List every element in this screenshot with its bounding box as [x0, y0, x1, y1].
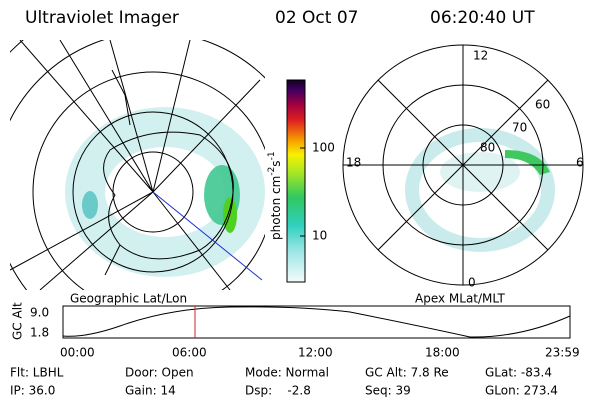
geographic-map	[10, 40, 265, 290]
mlt-label: 0	[468, 276, 476, 290]
mlt-label: 18	[346, 156, 361, 170]
date: 02 Oct 07	[275, 8, 358, 28]
info-field: Gain: 14	[125, 384, 176, 398]
colorbar-label: photon cm-2s-1	[267, 151, 283, 240]
colorbar-tick: 10	[312, 229, 327, 243]
right-label: Apex MLat/MLT	[415, 292, 505, 306]
info-field: Seq: 39	[365, 384, 411, 398]
info-field: IP: 36.0	[10, 384, 55, 398]
left-label: Geographic Lat/Lon	[70, 292, 187, 306]
timeline-ytick: 9.0	[30, 306, 49, 320]
timeline-xtick: 06:00	[172, 346, 207, 360]
info-field: GC Alt: 7.8 Re	[365, 366, 449, 380]
info-field: Door: Open	[125, 366, 194, 380]
timeline-xtick: 00:00	[60, 346, 95, 360]
lat-label: 80	[480, 141, 495, 155]
timeline-ytick: 1.8	[30, 326, 49, 340]
lat-label: 60	[535, 98, 550, 112]
info-field: Flt: LBHL	[10, 366, 64, 380]
timeline-xtick: 12:00	[298, 346, 333, 360]
info-field: GLon: 273.4	[485, 384, 558, 398]
colorbar-tick: 100	[312, 141, 335, 155]
magnetic-map	[342, 44, 584, 286]
timeline-xtick: 18:00	[425, 346, 460, 360]
info-field: Dsp: -2.8	[245, 384, 311, 398]
timeline	[62, 305, 571, 339]
mlt-label: 12	[473, 49, 488, 63]
altitude-curve	[62, 306, 571, 338]
time: 06:20:40 UT	[430, 8, 535, 28]
lat-label: 70	[512, 121, 527, 135]
instrument: Ultraviolet Imager	[25, 8, 179, 28]
timeline-axis-label: GC Alt	[11, 302, 25, 340]
info-field: Mode: Normal	[245, 366, 329, 380]
colorbar	[286, 79, 306, 283]
info-field: GLat: -83.4	[485, 366, 552, 380]
timeline-xtick: 23:59	[545, 346, 580, 360]
mlt-label: 6	[576, 156, 584, 170]
